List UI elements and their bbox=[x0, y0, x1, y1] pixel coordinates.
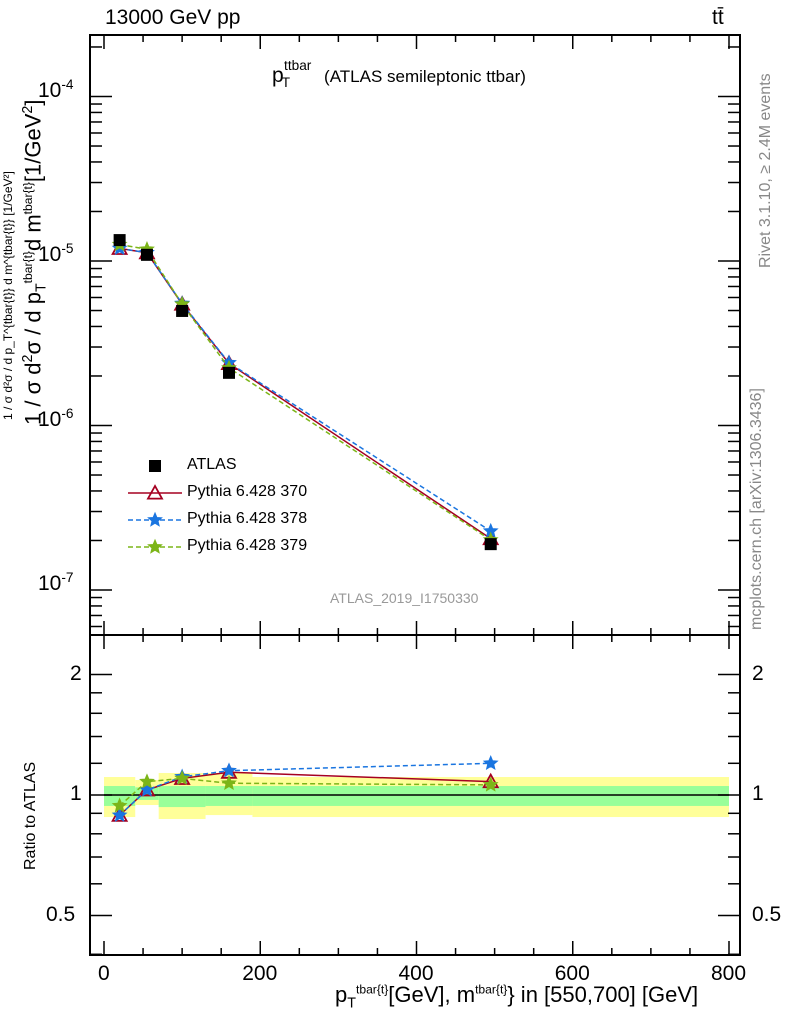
legend-marker bbox=[147, 538, 163, 554]
data-point bbox=[223, 366, 235, 379]
plot-title: pTttbar (ATLAS semileptonic ttbar) bbox=[272, 58, 526, 91]
mcplots-label: mcplots.cern.ch [arXiv:1306.3436] bbox=[748, 388, 765, 630]
series-ratio-marker bbox=[139, 773, 155, 789]
process-label: tt̄ bbox=[712, 6, 724, 29]
stat-uncertainty-band bbox=[158, 786, 206, 808]
data-point bbox=[113, 234, 126, 247]
stat-uncertainty-band bbox=[205, 786, 253, 806]
series-ratio-marker bbox=[482, 776, 499, 792]
series-ratio-marker bbox=[111, 806, 128, 822]
x-tick-label: 0 bbox=[98, 962, 110, 985]
series-ratio-marker bbox=[139, 781, 155, 797]
legend-label: ATLAS bbox=[187, 456, 237, 473]
y-tick-label: 10-5 bbox=[38, 241, 74, 266]
stat-uncertainty-band bbox=[252, 786, 729, 806]
ratio-y-tick-label-right: 2 bbox=[752, 661, 764, 685]
series-line-ratio bbox=[119, 777, 491, 807]
legend-label: Pythia 6.428 378 bbox=[187, 510, 308, 527]
rivet-label: Rivet 3.1.10, ≥ 2.4M events bbox=[757, 73, 774, 268]
legend-label: Pythia 6.428 379 bbox=[187, 537, 308, 554]
y-tick-label: 10-4 bbox=[38, 76, 74, 102]
data-point bbox=[484, 538, 497, 551]
ratio-y-tick-label-right: 1 bbox=[752, 782, 764, 805]
ratio-y-tick-label: 2 bbox=[70, 661, 82, 685]
data-point bbox=[176, 304, 189, 317]
legend-label: Pythia 6.428 370 bbox=[187, 483, 308, 500]
ratio-y-tick-label: 0.5 bbox=[46, 902, 76, 926]
series-ratio-marker bbox=[482, 755, 499, 771]
y-tick-label: 10-7 bbox=[38, 570, 74, 595]
series-ratio-marker bbox=[221, 774, 237, 790]
data-point bbox=[140, 248, 153, 261]
legend-marker bbox=[146, 484, 164, 500]
ratio-y-axis-title: Ratio to ATLAS bbox=[22, 761, 39, 870]
analysis-label: ATLAS_2019_I1750330 bbox=[330, 590, 479, 606]
x-tick-label: 800 bbox=[711, 962, 747, 985]
legend-marker bbox=[149, 460, 161, 472]
stat-uncertainty-band bbox=[104, 786, 136, 806]
legend-marker bbox=[147, 511, 163, 527]
x-tick-label: 200 bbox=[242, 962, 278, 985]
y-tick-label: 10-6 bbox=[38, 405, 74, 431]
series-ratio-marker bbox=[111, 797, 128, 813]
y-axis-title-text: 1 / σ d²σ / d p_T^{tbar{t}} d m^{tbar{t}… bbox=[1, 171, 15, 420]
x-tick-label: 400 bbox=[398, 962, 434, 985]
series-ratio-marker bbox=[221, 762, 237, 778]
x-axis-title: pTtbar{t}[GeV], mtbar{t}} in [550,700] [… bbox=[335, 982, 699, 1012]
ratio-y-tick-label: 1 bbox=[70, 782, 82, 805]
x-tick-label: 600 bbox=[554, 962, 590, 985]
stat-uncertainty-band bbox=[135, 787, 159, 800]
energy-label: 13000 GeV pp bbox=[105, 6, 241, 29]
ratio-y-tick-label-right: 0.5 bbox=[752, 902, 782, 926]
series-ratio-marker bbox=[174, 770, 191, 786]
